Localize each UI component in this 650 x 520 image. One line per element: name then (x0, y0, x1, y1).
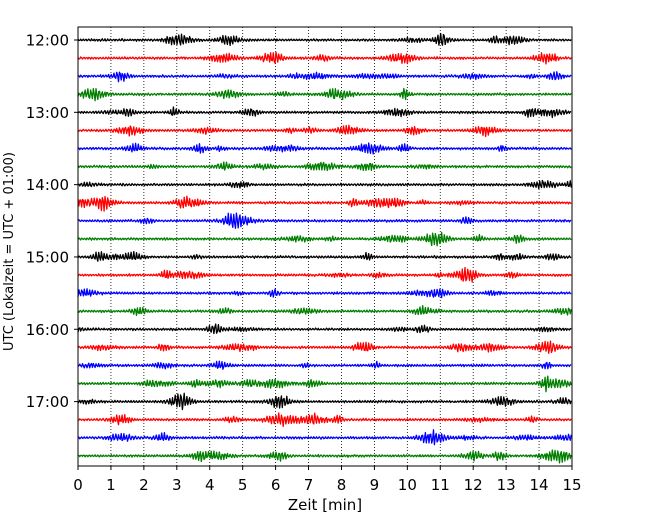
trace-line (77, 266, 572, 283)
x-tick-label: 4 (205, 476, 215, 494)
x-tick-label: 10 (398, 476, 417, 494)
y-axis-label: UTC (Lokalzeit = UTC + 01:00) (2, 152, 17, 351)
y-tick-label: 17:00 (26, 393, 69, 411)
x-tick-label: 11 (431, 476, 450, 494)
trace-line (77, 375, 572, 393)
trace-line (77, 449, 572, 464)
trace-line (77, 106, 572, 119)
y-axis-ticks: 12:00 13:00 14:00 15:00 16:00 17:00 (26, 32, 78, 411)
trace-line (77, 304, 572, 317)
plot-frame (77, 26, 573, 467)
x-tick-label: 14 (530, 476, 549, 494)
trace-line (77, 231, 572, 247)
x-tick-label: 7 (304, 476, 314, 494)
vertical-grid-lines (110, 27, 540, 466)
trace-line (77, 71, 572, 83)
x-tick-label: 5 (238, 476, 248, 494)
x-tick-label: 15 (562, 476, 581, 494)
x-tick-label: 6 (271, 476, 281, 494)
trace-line (77, 142, 572, 155)
trace-line (77, 179, 572, 190)
x-axis-label: Zeit [min] (288, 496, 362, 514)
x-axis-ticks: 0 1 2 3 4 5 6 7 8 9 10 11 12 13 14 15 (73, 466, 582, 494)
seismic-traces (77, 32, 572, 464)
x-tick-label: 13 (497, 476, 516, 494)
trace-line (77, 340, 572, 354)
trace-line (77, 392, 572, 411)
x-tick-label: 3 (172, 476, 182, 494)
trace-line (77, 360, 572, 370)
trace-line (77, 412, 572, 428)
trace-line (77, 87, 572, 102)
x-tick-label: 8 (337, 476, 347, 494)
y-tick-label: 12:00 (26, 32, 69, 50)
y-tick-label: 14:00 (26, 176, 69, 194)
trace-line (77, 195, 572, 212)
trace-line (77, 124, 572, 138)
trace-line (77, 51, 572, 65)
x-tick-label: 2 (139, 476, 149, 494)
trace-line (77, 288, 572, 299)
trace-line (77, 32, 572, 47)
x-tick-label: 0 (73, 476, 83, 494)
x-tick-label: 9 (370, 476, 380, 494)
trace-line (77, 323, 572, 335)
trace-line (77, 429, 572, 446)
y-tick-label: 15:00 (26, 248, 69, 266)
y-tick-label: 13:00 (26, 104, 69, 122)
y-tick-label: 16:00 (26, 321, 69, 339)
trace-line (77, 161, 572, 172)
x-tick-label: 1 (106, 476, 116, 494)
trace-line (77, 250, 572, 262)
x-tick-label: 12 (464, 476, 483, 494)
trace-line (77, 212, 572, 229)
